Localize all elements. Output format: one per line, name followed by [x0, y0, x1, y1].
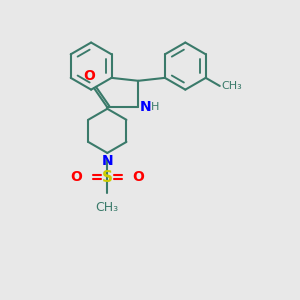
Text: O: O [83, 69, 95, 83]
Text: N: N [101, 154, 113, 168]
Text: N: N [140, 100, 151, 114]
Text: CH₃: CH₃ [96, 201, 119, 214]
Text: CH₃: CH₃ [221, 81, 242, 91]
Text: O: O [71, 170, 82, 184]
Text: H: H [151, 102, 159, 112]
Text: O: O [132, 170, 144, 184]
Text: S: S [102, 169, 113, 184]
